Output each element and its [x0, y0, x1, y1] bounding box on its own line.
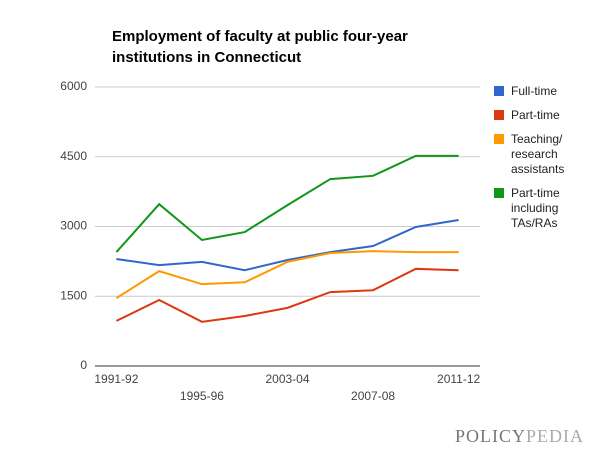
chart-title: Employment of faculty at public four-yea… [112, 28, 408, 66]
legend-label: Part-time [511, 108, 560, 122]
y-tick-label: 4500 [60, 149, 87, 163]
series-line [115, 250, 459, 299]
legend: Full-time Part-time Teaching/ research ass… [494, 84, 590, 240]
legend-swatch [494, 188, 504, 198]
x-tick-label: 2011-12 [437, 372, 480, 386]
legend-swatch [494, 134, 504, 144]
legend-item: Full-time [494, 84, 590, 99]
legend-item: Part-time including TAs/RAs [494, 186, 590, 231]
series-line [115, 267, 459, 323]
logo: POLICYPEDIA [455, 426, 584, 447]
x-tick-label: 1991-92 [94, 372, 138, 386]
legend-item: Part-time [494, 108, 590, 123]
y-tick-label: 3000 [60, 219, 87, 233]
x-tick-label: 2007-08 [351, 389, 395, 403]
y-tick-label: 0 [80, 358, 87, 372]
y-tick-label: 1500 [60, 288, 87, 302]
x-tick-label: 2003-04 [265, 372, 309, 386]
series-line [115, 154, 459, 253]
logo-part: PEDIA [526, 426, 584, 446]
legend-label: Full-time [511, 84, 558, 98]
x-tick-label: 1995-96 [180, 389, 224, 403]
legend-label: Teaching/ research assistants [511, 132, 565, 176]
series-line [116, 219, 459, 272]
legend-item: Teaching/ research assistants [494, 132, 590, 177]
legend-swatch [494, 110, 504, 120]
logo-part: POLICY [454, 426, 526, 446]
y-tick-label: 6000 [60, 79, 87, 93]
legend-label: Part-time including TAs/RAs [511, 186, 560, 230]
legend-swatch [494, 86, 504, 96]
